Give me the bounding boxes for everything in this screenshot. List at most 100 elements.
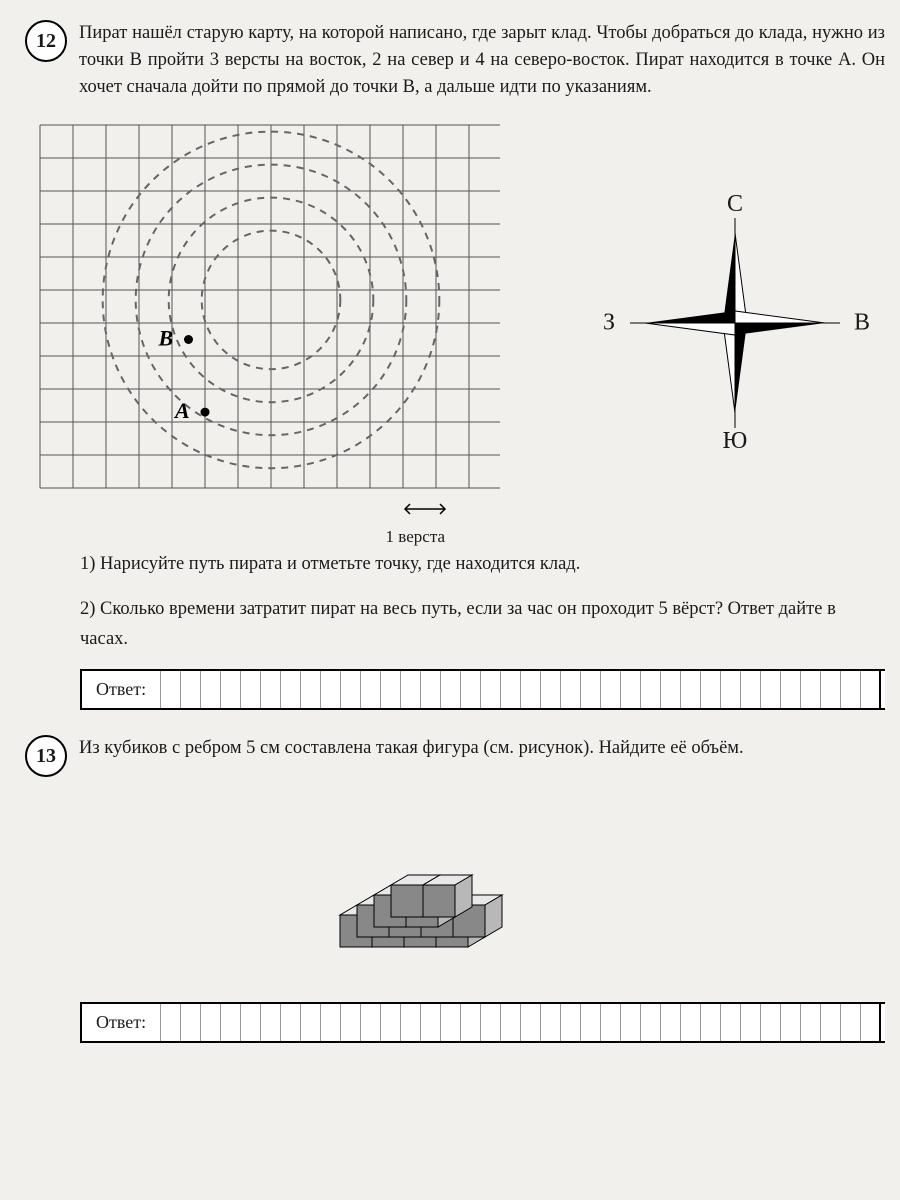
answer-cell[interactable] [421, 1004, 441, 1041]
answer-cell[interactable] [241, 1004, 261, 1041]
answer-cell[interactable] [661, 671, 681, 708]
answer-cell[interactable] [161, 671, 181, 708]
answer-cell[interactable] [341, 671, 361, 708]
answer-cell[interactable] [561, 671, 581, 708]
answer-cell[interactable] [761, 1004, 781, 1041]
answer-cell[interactable] [421, 671, 441, 708]
versta-label: 1 верста [386, 527, 445, 547]
treasure-map: BA 1 верста [35, 120, 500, 525]
answer-cell[interactable] [761, 671, 781, 708]
answer-cell[interactable] [401, 1004, 421, 1041]
answer-cell[interactable] [301, 1004, 321, 1041]
answer-cell[interactable] [621, 1004, 641, 1041]
answer-cell[interactable] [781, 1004, 801, 1041]
answer-cell[interactable] [441, 1004, 461, 1041]
answer-row-12: Ответ: [80, 669, 885, 710]
answer-cell[interactable] [281, 671, 301, 708]
subquestion-1: 1) Нарисуйте путь пирата и отметьте точк… [80, 550, 885, 580]
compass-east: В [854, 309, 870, 336]
problem-number-circle-13: 13 [25, 735, 67, 777]
problem-number-circle: 12 [25, 20, 67, 62]
answer-cell[interactable] [601, 671, 621, 708]
answer-cell[interactable] [521, 671, 541, 708]
answer-cell[interactable] [221, 1004, 241, 1041]
answer-cell[interactable] [161, 1004, 181, 1041]
answer-cell[interactable] [261, 1004, 281, 1041]
answer-cell[interactable] [841, 671, 861, 708]
figure-area-12: BA 1 верста [25, 120, 885, 525]
answer-cell[interactable] [561, 1004, 581, 1041]
subquestion-2: 2) Сколько времени затратит пират на вес… [80, 595, 885, 654]
answer-cell[interactable] [641, 1004, 661, 1041]
answer-cell[interactable] [521, 1004, 541, 1041]
answer-cell[interactable] [581, 671, 601, 708]
answer-cell[interactable] [861, 671, 881, 708]
answer-label-12: Ответ: [82, 671, 161, 708]
answer-grid-13[interactable]: Ответ: [80, 1002, 885, 1043]
answer-cell[interactable] [481, 671, 501, 708]
answer-cell[interactable] [201, 671, 221, 708]
answer-cell[interactable] [361, 1004, 381, 1041]
answer-cell[interactable] [681, 671, 701, 708]
answer-cell[interactable] [801, 1004, 821, 1041]
answer-cell[interactable] [581, 1004, 601, 1041]
compass-west: З [603, 309, 615, 336]
answer-cell[interactable] [821, 671, 841, 708]
map-grid-svg: BA [35, 120, 500, 520]
answer-cell[interactable] [701, 671, 721, 708]
answer-cell[interactable] [721, 1004, 741, 1041]
compass-rose: С Ю В З [595, 183, 875, 463]
answer-cell[interactable] [681, 1004, 701, 1041]
answer-cell[interactable] [741, 1004, 761, 1041]
answer-cell[interactable] [461, 1004, 481, 1041]
answer-cell[interactable] [181, 671, 201, 708]
answer-label-13: Ответ: [82, 1004, 161, 1041]
svg-text:A: A [173, 399, 190, 424]
problem-13: 13 Из кубиков с ребром 5 см составлена т… [25, 735, 885, 777]
answer-cell[interactable] [301, 671, 321, 708]
answer-cell[interactable] [741, 671, 761, 708]
answer-cell[interactable] [701, 1004, 721, 1041]
answer-cell[interactable] [861, 1004, 881, 1041]
problem-13-text: Из кубиков с ребром 5 см составлена така… [79, 735, 885, 762]
answer-cell[interactable] [181, 1004, 201, 1041]
answer-cell[interactable] [261, 671, 281, 708]
cube-figure-svg [280, 802, 630, 982]
answer-cell[interactable] [441, 671, 461, 708]
answer-cell[interactable] [721, 671, 741, 708]
answer-cell[interactable] [601, 1004, 621, 1041]
answer-cell[interactable] [541, 1004, 561, 1041]
answer-cell[interactable] [221, 671, 241, 708]
answer-cell[interactable] [361, 671, 381, 708]
answer-cell[interactable] [501, 1004, 521, 1041]
answer-cell[interactable] [621, 671, 641, 708]
compass-north: С [727, 191, 743, 218]
answer-cell[interactable] [401, 671, 421, 708]
answer-cell[interactable] [201, 1004, 221, 1041]
answer-cell[interactable] [841, 1004, 861, 1041]
answer-cell[interactable] [821, 1004, 841, 1041]
answer-cell[interactable] [381, 1004, 401, 1041]
answer-cell[interactable] [461, 671, 481, 708]
answer-cell[interactable] [321, 671, 341, 708]
answer-cell[interactable] [381, 671, 401, 708]
problem-12-subquestions: 1) Нарисуйте путь пирата и отметьте точк… [80, 550, 885, 654]
compass-south: Ю [723, 428, 748, 455]
answer-cell[interactable] [801, 671, 821, 708]
answer-row-13: Ответ: [80, 1002, 885, 1043]
answer-cell[interactable] [481, 1004, 501, 1041]
problem-12-text: Пират нашёл старую карту, на которой нап… [79, 20, 885, 100]
compass-svg [595, 183, 875, 463]
answer-cell[interactable] [541, 671, 561, 708]
answer-grid-12[interactable]: Ответ: [80, 669, 885, 710]
svg-text:B: B [158, 326, 174, 351]
problem-12: 12 Пират нашёл старую карту, на которой … [25, 20, 885, 100]
answer-cell[interactable] [341, 1004, 361, 1041]
answer-cell[interactable] [281, 1004, 301, 1041]
answer-cell[interactable] [661, 1004, 681, 1041]
answer-cell[interactable] [641, 671, 661, 708]
answer-cell[interactable] [781, 671, 801, 708]
answer-cell[interactable] [241, 671, 261, 708]
answer-cell[interactable] [501, 671, 521, 708]
answer-cell[interactable] [321, 1004, 341, 1041]
